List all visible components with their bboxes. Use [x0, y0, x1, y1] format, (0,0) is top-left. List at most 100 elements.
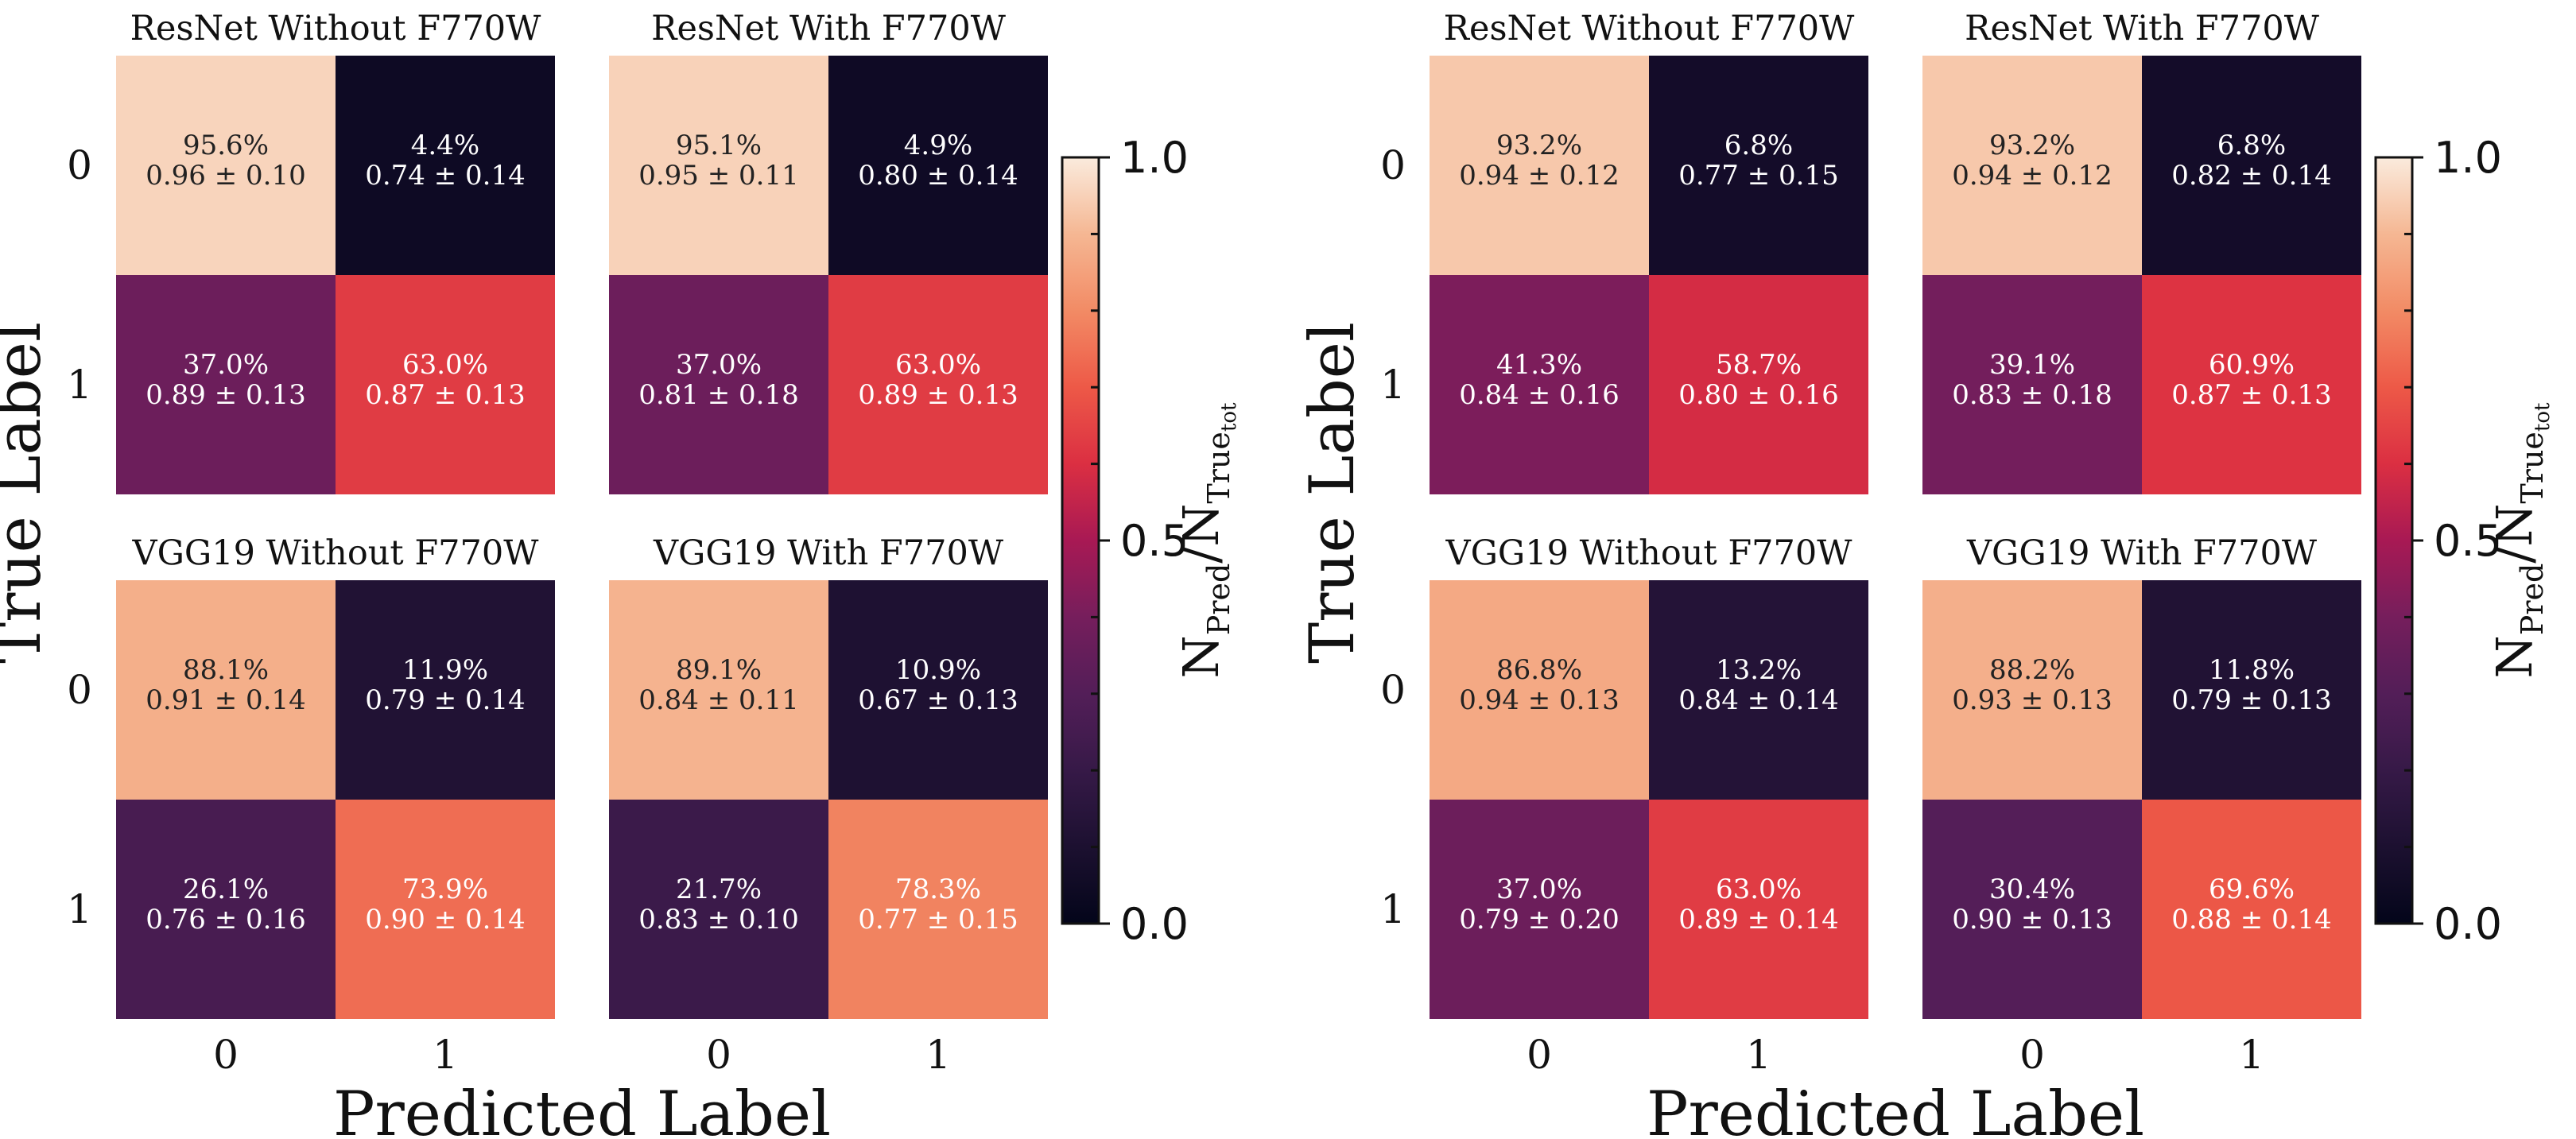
heatmap-cell: [2142, 275, 2361, 494]
cell-percent-label: 37.0%: [1496, 874, 1582, 905]
cell-value-label: 0.80 ± 0.16: [1678, 379, 1839, 411]
cell-value-label: 0.88 ± 0.14: [2171, 904, 2332, 936]
cell-percent-label: 6.8%: [2217, 130, 2286, 161]
x-tick-label: 0: [2019, 1032, 2045, 1078]
cell-value-label: 0.83 ± 0.18: [1952, 379, 2112, 411]
colorbar-tick-label: 0.5: [1120, 516, 1189, 566]
y-tick-label: 0: [1380, 142, 1406, 188]
cell-percent-label: 30.4%: [1989, 874, 2075, 905]
y-tick-label: 0: [67, 142, 92, 188]
cell-percent-label: 60.9%: [2209, 349, 2295, 381]
heatmap-cell: [1922, 580, 2142, 800]
cell-percent-label: 11.9%: [402, 654, 488, 686]
cell-percent-label: 13.2%: [1716, 654, 1802, 686]
panel-title: ResNet Without F770W: [130, 9, 542, 48]
cell-value-label: 0.67 ± 0.13: [858, 684, 1018, 716]
cell-value-label: 0.94 ± 0.12: [1952, 160, 2112, 192]
panel-title: VGG19 With F770W: [653, 533, 1004, 573]
heatmap-cell: [336, 56, 555, 275]
heatmap-cell: [116, 56, 336, 275]
colorbar: 0.0 0.5 1.0 NPred/NTruetot: [1061, 133, 1241, 949]
cell-percent-label: 39.1%: [1989, 349, 2075, 381]
figure-left: ResNet Without F770W 95.6%0.96 ± 0.10 4.4%…: [0, 9, 1241, 1139]
cell-value-label: 0.95 ± 0.11: [638, 160, 799, 192]
panel: ResNet Without F770W 93.2%0.94 ± 0.12 6.8%…: [1430, 9, 1868, 494]
heatmap-cell: [1649, 56, 1868, 275]
y-tick-label: 0: [1380, 667, 1406, 713]
cell-value-label: 0.83 ± 0.10: [638, 904, 799, 936]
cell-value-label: 0.93 ± 0.13: [1952, 684, 2112, 716]
heatmap-cell: [1430, 275, 1649, 494]
heatmap-cell: [1430, 800, 1649, 1019]
panel-title: ResNet With F770W: [651, 9, 1007, 48]
cell-percent-label: 88.2%: [1989, 654, 2075, 686]
y-tick-label: 0: [67, 667, 92, 713]
x-tick-label: 0: [706, 1032, 731, 1078]
x-axis-label: Predicted Label: [333, 1079, 831, 1139]
cell-value-label: 0.91 ± 0.14: [145, 684, 306, 716]
cell-value-label: 0.87 ± 0.13: [365, 379, 526, 411]
heatmap-cell: [1649, 275, 1868, 494]
cell-value-label: 0.87 ± 0.13: [2171, 379, 2332, 411]
cell-percent-label: 73.9%: [402, 874, 488, 905]
cell-percent-label: 10.9%: [895, 654, 981, 686]
cell-percent-label: 26.1%: [183, 874, 269, 905]
cell-value-label: 0.89 ± 0.13: [858, 379, 1018, 411]
cell-value-label: 0.90 ± 0.14: [365, 904, 526, 936]
cell-percent-label: 95.1%: [676, 130, 762, 161]
cell-percent-label: 63.0%: [895, 349, 981, 381]
heatmap-cell: [828, 56, 1048, 275]
cell-value-label: 0.90 ± 0.13: [1952, 904, 2112, 936]
cell-percent-label: 78.3%: [895, 874, 981, 905]
cell-percent-label: 63.0%: [1716, 874, 1802, 905]
cell-percent-label: 58.7%: [1716, 349, 1802, 381]
heatmap-cell: [828, 580, 1048, 800]
colorbar-gradient: [1061, 156, 1100, 925]
cell-value-label: 0.89 ± 0.14: [1678, 904, 1839, 936]
cell-percent-label: 21.7%: [676, 874, 762, 905]
panel-title: VGG19 Without F770W: [1445, 533, 1853, 573]
cell-value-label: 0.84 ± 0.16: [1459, 379, 1620, 411]
cell-percent-label: 4.4%: [411, 130, 479, 161]
panel: VGG19 Without F770W 86.8%0.94 ± 0.13 13.2%…: [1430, 533, 1868, 1019]
heatmap-cell: [1430, 580, 1649, 800]
heatmap-cell: [116, 800, 336, 1019]
panel: VGG19 Without F770W 88.1%0.91 ± 0.14 11.9%…: [116, 533, 555, 1019]
x-axis-label: Predicted Label: [1647, 1079, 2144, 1139]
cell-percent-label: 93.2%: [1496, 130, 1582, 161]
colorbar-label: NPred/NTruetot: [1172, 402, 1241, 679]
panel-title: VGG19 Without F770W: [132, 533, 540, 573]
cell-value-label: 0.77 ± 0.15: [1678, 160, 1839, 192]
heatmap-cell: [828, 800, 1048, 1019]
heatmap-cell: [1922, 800, 2142, 1019]
y-tick-label: 1: [67, 362, 92, 408]
cell-percent-label: 95.6%: [183, 130, 269, 161]
heatmap-cell: [336, 275, 555, 494]
heatmap-cell: [1430, 56, 1649, 275]
x-tick-label: 0: [1527, 1032, 1552, 1078]
heatmap-cell: [609, 56, 828, 275]
cell-value-label: 0.94 ± 0.13: [1459, 684, 1620, 716]
heatmap-cell: [1649, 580, 1868, 800]
cell-percent-label: 6.8%: [1724, 130, 1793, 161]
x-tick-label: 1: [433, 1032, 458, 1078]
heatmap-cell: [116, 275, 336, 494]
y-tick-label: 1: [1380, 886, 1406, 932]
y-axis-label: True Label: [0, 322, 55, 664]
cell-percent-label: 63.0%: [402, 349, 488, 381]
y-tick-label: 1: [1380, 362, 1406, 408]
panel: VGG19 With F770W 88.2%0.93 ± 0.13 11.8%0.7…: [1922, 533, 2361, 1019]
cell-value-label: 0.80 ± 0.14: [858, 160, 1018, 192]
panel: ResNet Without F770W 95.6%0.96 ± 0.10 4.4%…: [116, 9, 555, 494]
heatmap-cell: [609, 275, 828, 494]
heatmap-cell: [1922, 56, 2142, 275]
x-tick-label: 1: [2239, 1032, 2264, 1078]
cell-value-label: 0.89 ± 0.13: [145, 379, 306, 411]
heatmap-cell: [336, 800, 555, 1019]
colorbar-tick-label: 0.0: [1120, 899, 1189, 949]
cell-value-label: 0.77 ± 0.15: [858, 904, 1018, 936]
y-axis-label: True Label: [1297, 322, 1368, 664]
